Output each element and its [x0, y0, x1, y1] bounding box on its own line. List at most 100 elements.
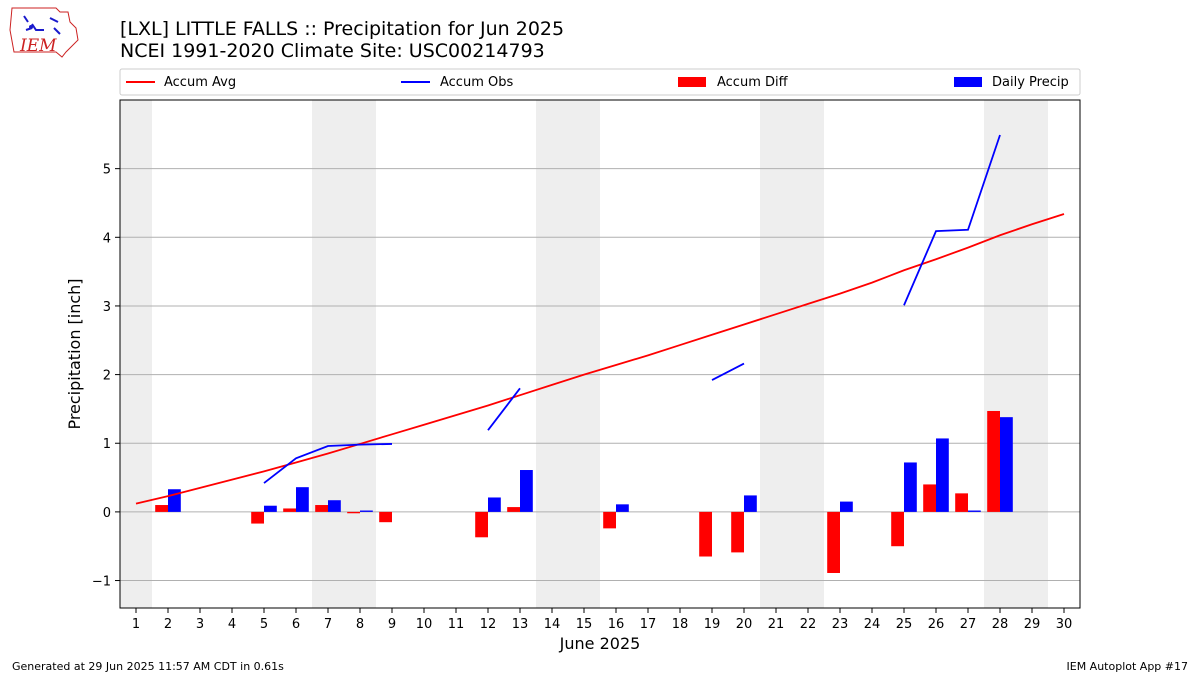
x-tick-label: 16	[608, 617, 625, 632]
accum-obs-line-segment-0	[263, 443, 393, 484]
y-tick-label: 5	[103, 163, 111, 178]
accum-diff-bar	[891, 511, 904, 547]
chart-title: [LXL] LITTLE FALLS :: Precipitation for …	[120, 18, 564, 40]
x-tick-label: 23	[832, 617, 849, 632]
accum-obs-line-segment-3	[903, 134, 1001, 306]
daily-precip-bar	[968, 510, 981, 512]
footer-generated-text: Generated at 29 Jun 2025 11:57 AM CDT in…	[12, 660, 284, 673]
x-tick-label: 7	[324, 617, 332, 632]
legend-frame	[119, 68, 1081, 96]
accum-diff-bar	[923, 484, 936, 512]
accum-diff-bar	[507, 507, 520, 512]
daily-precip-bar	[744, 495, 757, 512]
x-tick-label: 8	[356, 617, 364, 632]
daily-precip-bar	[488, 497, 501, 512]
weekend-shade-3	[760, 100, 824, 608]
x-tick-label: 6	[292, 617, 300, 632]
x-tick-label: 21	[768, 617, 785, 632]
x-tick-label: 26	[928, 617, 945, 632]
accum-diff-bar	[155, 505, 168, 512]
daily-precip-bar	[360, 510, 373, 512]
x-tick-label: 2	[164, 617, 172, 632]
daily-precip-bar	[328, 500, 341, 512]
y-tick-label: 1	[103, 437, 111, 452]
daily-precip-bar	[1000, 417, 1013, 512]
x-tick-label: 24	[864, 617, 881, 632]
legend-label-accum-avg: Accum Avg	[164, 75, 236, 90]
logo-text: IEM	[19, 36, 57, 56]
accum-diff-bar	[827, 511, 840, 573]
legend-entry-accum-obs: Accum Obs	[401, 75, 513, 90]
x-tick-label: 11	[448, 617, 465, 632]
x-axis-label: June 2025	[559, 634, 641, 653]
weekend-shade-4	[984, 100, 1048, 608]
x-tick-label: 29	[1024, 617, 1041, 632]
legend-entry-accum-avg: Accum Avg	[126, 75, 236, 90]
y-axis-label: Precipitation [inch]	[65, 278, 84, 429]
bars	[155, 410, 1013, 573]
weekend-shade-0	[120, 100, 152, 608]
accum-diff-bar	[475, 511, 488, 538]
daily-precip-bar	[296, 487, 309, 512]
accum-diff-bar	[379, 511, 392, 523]
x-tick-label: 9	[388, 617, 396, 632]
accum-diff-bar	[955, 493, 968, 512]
x-tick-label: 30	[1056, 617, 1073, 632]
accum-obs-line-segment-2	[711, 362, 745, 381]
x-tick-label: 27	[960, 617, 977, 632]
legend-entry-daily-precip: Daily Precip	[954, 75, 1069, 90]
iem-logo: IEM	[9, 7, 79, 58]
x-tick-label: 15	[576, 617, 593, 632]
accum-diff-bar	[987, 410, 1000, 512]
daily-precip-bar	[936, 438, 949, 512]
x-tick-label: 19	[704, 617, 721, 632]
weekend-shade-2	[536, 100, 600, 608]
y-tick-label: −1	[92, 575, 111, 590]
y-tick-label: 2	[103, 369, 111, 384]
y-tick-label: 3	[103, 300, 111, 315]
accum-diff-bar	[699, 511, 712, 557]
legend-label-accum-diff: Accum Diff	[717, 75, 789, 90]
x-tick-label: 5	[260, 617, 268, 632]
x-axis-ticks: 1 2 3 4 5 6 7 8 9 10 11 12 13 14 15 16 17 18 19 20 21 22 23 24 2…	[132, 608, 1072, 632]
x-tick-label: 22	[800, 617, 817, 632]
x-tick-label: 10	[416, 617, 433, 632]
daily-precip-bar	[904, 462, 917, 512]
x-tick-label: 13	[512, 617, 529, 632]
accum-avg-line	[135, 213, 1065, 505]
x-tick-label: 4	[228, 617, 236, 632]
legend-label-accum-obs: Accum Obs	[440, 75, 513, 90]
gridlines	[120, 168, 1080, 582]
x-tick-label: 3	[196, 617, 204, 632]
weekend-shading	[120, 100, 1048, 608]
footer-app-text: IEM Autoplot App #17	[1067, 660, 1189, 673]
daily-precip-bar	[616, 504, 629, 512]
legend: Accum Avg Accum Obs Accum Diff Daily Pre…	[119, 68, 1081, 96]
accum-diff-bar	[731, 511, 744, 553]
y-tick-label: 0	[103, 506, 111, 521]
y-tick-label: 4	[103, 231, 111, 246]
lines	[135, 134, 1065, 505]
plot-frame	[119, 99, 1081, 609]
y-axis-ticks: −1 0 1 2 3 4 5	[92, 163, 120, 590]
accum-diff-bar	[283, 508, 296, 512]
x-tick-label: 28	[992, 617, 1009, 632]
chart-subtitle: NCEI 1991-2020 Climate Site: USC00214793	[120, 40, 545, 62]
weekend-shade-1	[312, 100, 376, 608]
daily-precip-bar	[264, 505, 277, 512]
x-tick-label: 12	[480, 617, 497, 632]
x-tick-label: 17	[640, 617, 657, 632]
accum-diff-bar	[251, 511, 264, 524]
x-tick-label: 14	[544, 617, 561, 632]
daily-precip-bar	[840, 501, 853, 512]
x-tick-label: 20	[736, 617, 753, 632]
x-tick-label: 25	[896, 617, 913, 632]
accum-obs-line-segment-1	[487, 387, 521, 431]
accum-diff-bar	[603, 511, 616, 529]
accum-diff-bar	[315, 505, 328, 512]
x-tick-label: 1	[132, 617, 140, 632]
legend-entry-accum-diff: Accum Diff	[678, 75, 789, 90]
legend-swatch-daily-precip	[954, 77, 982, 87]
accum-diff-bar	[347, 511, 360, 514]
